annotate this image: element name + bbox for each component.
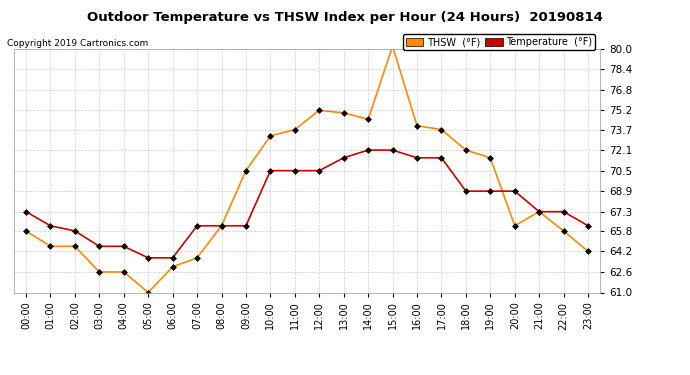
Text: Copyright 2019 Cartronics.com: Copyright 2019 Cartronics.com: [7, 39, 148, 48]
Text: Outdoor Temperature vs THSW Index per Hour (24 Hours)  20190814: Outdoor Temperature vs THSW Index per Ho…: [87, 11, 603, 24]
Legend: THSW  (°F), Temperature  (°F): THSW (°F), Temperature (°F): [402, 34, 595, 50]
